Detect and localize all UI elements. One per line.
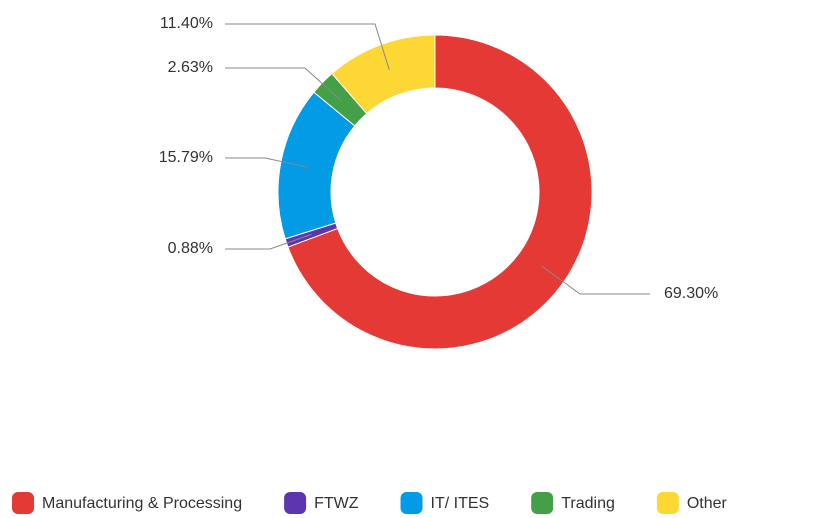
- legend-swatch: [400, 492, 423, 514]
- leader-line: [225, 23, 390, 70]
- data-label: 0.88%: [168, 240, 213, 257]
- data-label: 15.79%: [159, 149, 213, 166]
- legend-label: Manufacturing & Processing: [42, 495, 242, 512]
- leader-line: [225, 233, 312, 250]
- legend-swatch: [284, 492, 307, 514]
- leader-line: [541, 265, 650, 295]
- donut-slice: [287, 34, 593, 350]
- legend-label: FTWZ: [314, 495, 359, 512]
- data-label: 2.63%: [168, 59, 213, 76]
- legend-swatch: [656, 492, 679, 514]
- leader-line: [225, 67, 342, 102]
- legend-swatch: [531, 492, 554, 514]
- data-label: 11.40%: [160, 15, 213, 32]
- data-label: 69.30%: [664, 285, 718, 302]
- legend-swatch: [12, 492, 34, 514]
- donut-slice: [331, 34, 436, 115]
- legend-label: IT/ ITES: [431, 495, 490, 512]
- leader-line: [225, 157, 308, 168]
- legend-label: Other: [687, 495, 728, 512]
- legend-label: Trading: [561, 495, 615, 512]
